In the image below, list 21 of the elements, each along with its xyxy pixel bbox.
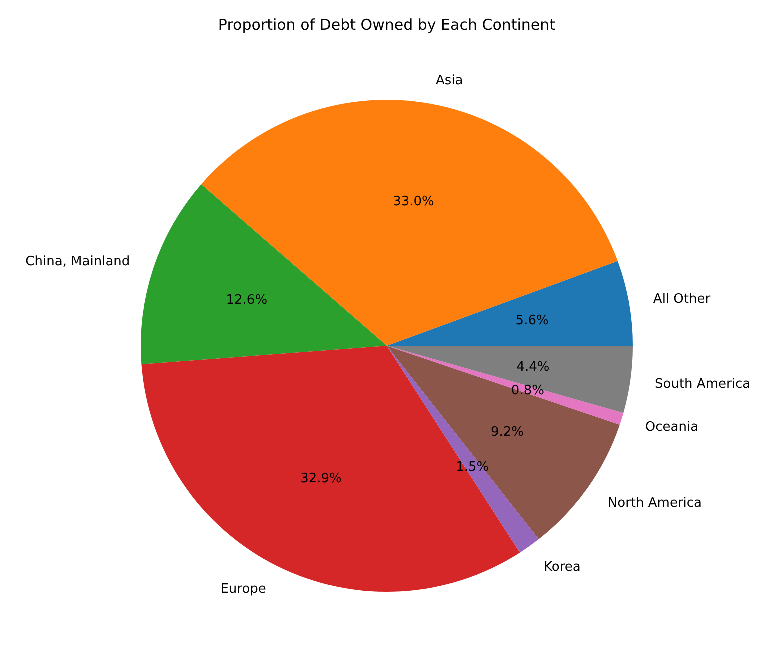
pie-slice (201, 100, 618, 346)
chart-title: Proportion of Debt Owned by Each Continent (218, 16, 556, 34)
slice-label: All Other (653, 292, 712, 308)
slice-label: Asia (436, 73, 464, 88)
slice-label: China, Mainland (26, 254, 130, 270)
slice-label: South America (655, 376, 751, 392)
slice-label: Oceania (645, 420, 699, 435)
pie-slice (141, 184, 387, 365)
slice-label: Korea (544, 560, 581, 575)
data-label: 0.8% (511, 383, 544, 398)
data-label: 12.6% (226, 293, 268, 308)
data-label: 5.6% (516, 314, 549, 329)
slice-label: North America (608, 496, 702, 511)
pie-slice (387, 346, 624, 425)
pie-slice (387, 261, 633, 346)
data-label: 9.2% (490, 424, 524, 440)
data-label: 32.9% (300, 472, 342, 487)
data-label: 33.0% (393, 194, 434, 210)
slice-label: Europe (220, 582, 266, 597)
data-label: 4.4% (516, 360, 550, 375)
pie-slice (387, 346, 633, 414)
